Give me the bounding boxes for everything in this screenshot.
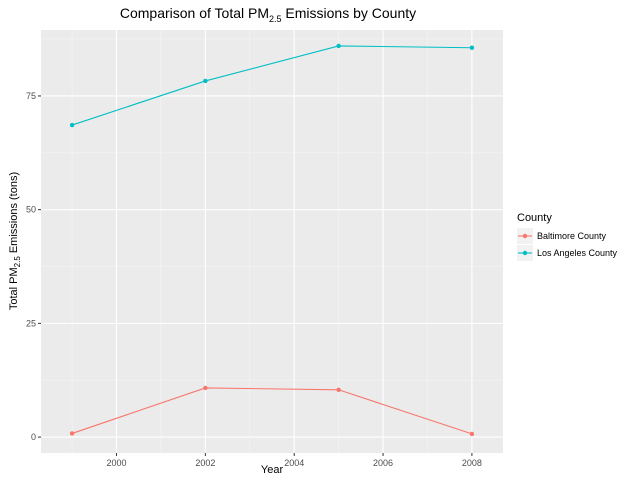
x-tick-label: 2008 xyxy=(462,458,482,468)
data-point xyxy=(469,431,475,437)
legend-key-point xyxy=(522,233,528,239)
legend-label: Los Angeles County xyxy=(537,248,618,258)
legend-key-point xyxy=(522,250,528,256)
y-tick-label: 50 xyxy=(26,205,36,215)
y-tick-label: 25 xyxy=(26,318,36,328)
legend: County Baltimore County Los Angeles Count… xyxy=(517,212,618,261)
data-point xyxy=(69,122,75,128)
legend-title: County xyxy=(517,212,552,224)
x-axis-title: Year xyxy=(261,464,284,476)
legend-label: Baltimore County xyxy=(537,231,607,241)
series-layer xyxy=(69,43,475,437)
y-axis-title: Total PM2.5 Emissions (tons) xyxy=(8,172,22,310)
data-point xyxy=(203,385,208,391)
y-tick-label: 0 xyxy=(31,432,36,442)
chart-title: Comparison of Total PM2.5 Emissions by C… xyxy=(120,5,416,24)
x-tick-label: 2002 xyxy=(195,458,215,468)
y-tick-label: 75 xyxy=(26,91,36,101)
x-axis: 2000 2002 2004 2006 2008 xyxy=(107,453,482,468)
data-point xyxy=(203,78,208,84)
major-gridlines xyxy=(41,30,503,453)
x-tick-label: 2004 xyxy=(284,458,304,468)
data-point xyxy=(336,387,341,392)
plot-panel xyxy=(41,30,503,453)
series-line xyxy=(71,45,472,126)
y-axis: 0 25 50 75 xyxy=(26,91,41,442)
data-point xyxy=(69,431,75,436)
series-line xyxy=(71,387,473,435)
x-tick-label: 2006 xyxy=(373,458,393,468)
minor-gridlines xyxy=(41,30,503,453)
data-point xyxy=(336,43,341,49)
data-point xyxy=(469,45,475,50)
x-tick-label: 2000 xyxy=(107,458,127,468)
